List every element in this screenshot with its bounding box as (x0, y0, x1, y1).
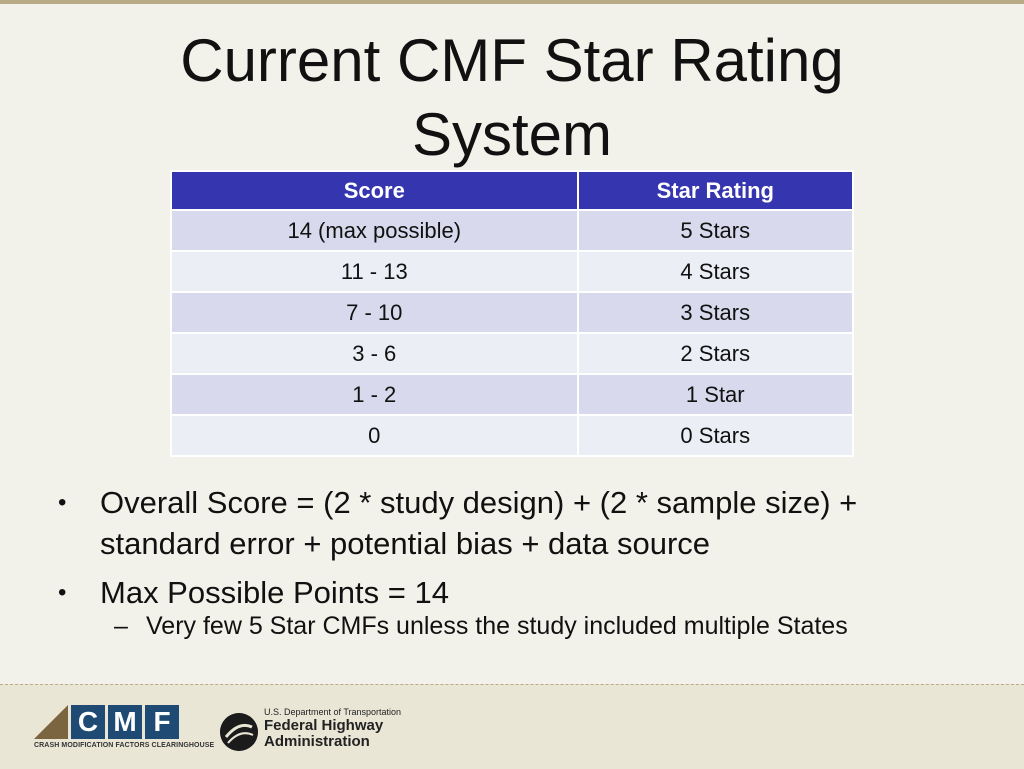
fhwa-line1: Federal Highway (264, 717, 384, 734)
sub-bullet-list: – Very few 5 Star CMFs unless the study … (100, 609, 978, 643)
sub-bullet-marker: – (114, 612, 128, 640)
rating-cell: 1 Star (578, 375, 852, 414)
rating-cell: 3 Stars (578, 293, 852, 332)
fhwa-logo: U.S. Department of Transportation Federa… (220, 707, 420, 757)
footer-bar: C M F CRASH MODIFICATION FACTORS CLEARIN… (0, 684, 1024, 769)
table-row: 14 (max possible) 5 Stars (172, 211, 852, 250)
cmf-letter-c: C (71, 705, 105, 739)
cmf-letter-f: F (145, 705, 179, 739)
header-score: Score (172, 172, 577, 209)
table-row: 0 0 Stars (172, 416, 852, 455)
table-row: 3 - 6 2 Stars (172, 334, 852, 373)
bullet-marker: • (58, 579, 67, 606)
table-row: 7 - 10 3 Stars (172, 293, 852, 332)
rating-cell: 2 Stars (578, 334, 852, 373)
bullet-text: Overall Score = (2 * study design) + (2 … (100, 485, 858, 561)
header-star-rating: Star Rating (578, 172, 852, 209)
bullet-item: • Overall Score = (2 * study design) + (… (58, 482, 978, 564)
bullet-text: Max Possible Points = 14 (100, 575, 449, 610)
bullet-marker: • (58, 489, 67, 516)
bullet-item: • Max Possible Points = 14 – Very few 5 … (58, 572, 978, 643)
cmf-letter-m: M (108, 705, 142, 739)
score-cell: 7 - 10 (172, 293, 577, 332)
table-row: 1 - 2 1 Star (172, 375, 852, 414)
sub-bullet-text: Very few 5 Star CMFs unless the study in… (146, 612, 848, 640)
rating-cell: 4 Stars (578, 252, 852, 291)
rating-cell: 5 Stars (578, 211, 852, 250)
cmf-caption: CRASH MODIFICATION FACTORS CLEARINGHOUSE (34, 742, 215, 749)
fhwa-emblem-icon (220, 713, 258, 751)
table-row: 11 - 13 4 Stars (172, 252, 852, 291)
rating-cell: 0 Stars (578, 416, 852, 455)
triangle-icon (34, 705, 68, 739)
fhwa-department: U.S. Department of Transportation (264, 707, 402, 717)
table-header-row: Score Star Rating (172, 172, 852, 209)
score-cell: 3 - 6 (172, 334, 577, 373)
score-cell: 11 - 13 (172, 252, 577, 291)
fhwa-name: Federal Highway Administration (264, 718, 383, 750)
star-rating-table: Score Star Rating 14 (max possible) 5 St… (170, 170, 854, 457)
fhwa-line2: Administration (264, 733, 370, 750)
score-cell: 1 - 2 (172, 375, 577, 414)
sub-bullet-item: – Very few 5 Star CMFs unless the study … (100, 609, 978, 643)
slide-title: Current CMF Star Rating System (180, 27, 844, 168)
cmf-mark: C M F (34, 705, 184, 739)
cmf-clearinghouse-logo: C M F CRASH MODIFICATION FACTORS CLEARIN… (34, 705, 215, 765)
score-cell: 14 (max possible) (172, 211, 577, 250)
top-rule (0, 0, 1024, 4)
bullet-list: • Overall Score = (2 * study design) + (… (58, 482, 978, 651)
score-cell: 0 (172, 416, 577, 455)
